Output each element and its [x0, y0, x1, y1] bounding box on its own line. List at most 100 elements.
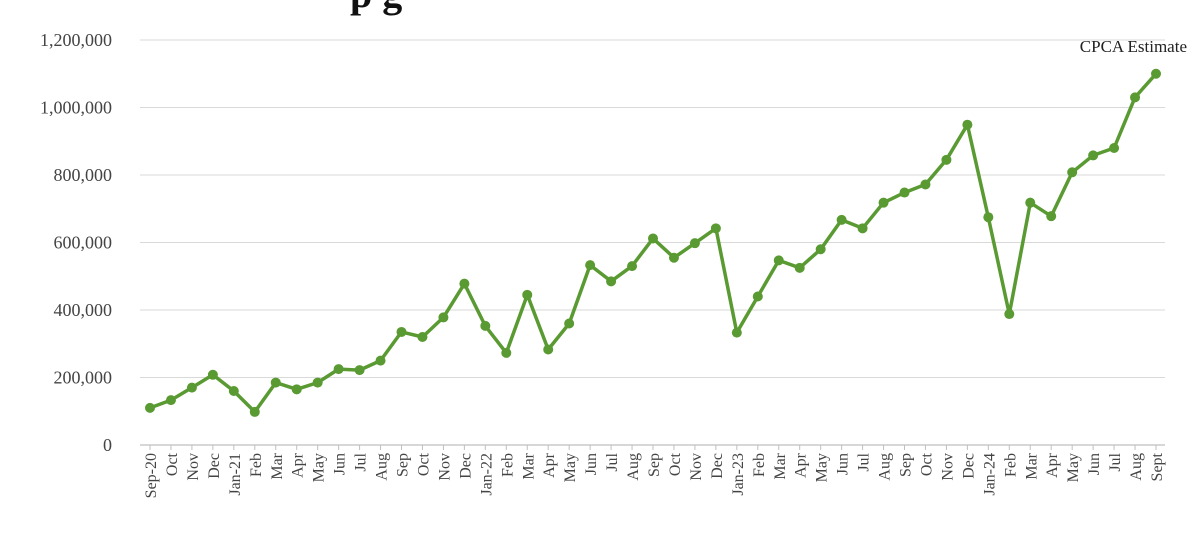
x-tick-label: Jul — [856, 452, 873, 471]
x-tick-label: Jul — [1107, 452, 1124, 471]
data-point — [417, 332, 428, 342]
data-point — [731, 327, 742, 338]
x-tick-label: Jul — [353, 452, 370, 471]
y-tick-label: 1,000,000 — [40, 98, 112, 118]
x-tick-label: Mar — [1023, 452, 1040, 479]
data-point — [689, 238, 700, 249]
x-tick-label: Jan-22 — [478, 453, 495, 496]
data-point — [878, 197, 889, 208]
data-point — [710, 223, 721, 234]
x-tick-label: Feb — [1002, 453, 1019, 477]
x-tick-label: Dec — [709, 453, 726, 479]
y-axis: 0 200,000 400,000 600,000 800,000 1,000,000 1,… — [40, 30, 112, 455]
y-tick-label: 400,000 — [54, 300, 113, 320]
data-point — [459, 278, 470, 289]
x-tick-label: Aug — [1128, 453, 1145, 481]
x-tick-label: Feb — [248, 453, 265, 477]
x-tick-label: Jun — [835, 453, 852, 475]
x-tick-label: Sept — [1149, 452, 1166, 481]
x-tick-label: Apr — [793, 452, 810, 478]
x-tick-label: Sep — [898, 453, 915, 477]
data-point — [543, 344, 554, 355]
data-point — [1025, 197, 1036, 208]
x-tick-label: Mar — [772, 452, 789, 479]
x-tick-label: Jan-23 — [730, 453, 747, 496]
x-tick-label: Aug — [625, 453, 642, 481]
data-point — [312, 377, 323, 388]
data-point — [375, 355, 386, 366]
data-point — [648, 233, 658, 244]
x-tick-label: Mar — [520, 452, 537, 479]
x-tick-label: Nov — [185, 453, 202, 481]
x-tick-label: Dec — [457, 453, 474, 479]
x-tick-label: Dec — [960, 453, 977, 479]
data-point — [668, 252, 679, 263]
data-point — [752, 291, 763, 302]
x-tick-label: Oct — [667, 452, 684, 476]
data-point — [207, 369, 218, 380]
x-tick-label: Feb — [751, 453, 768, 477]
x-tick-label: Jun — [332, 453, 349, 475]
x-tick-label: Feb — [499, 453, 516, 477]
x-tick-label: Oct — [918, 452, 935, 476]
data-point — [962, 119, 973, 130]
x-tick-label: Apr — [290, 452, 307, 478]
x-tick-label: Jun — [1086, 453, 1103, 475]
data-point — [606, 276, 617, 287]
data-point — [480, 320, 491, 331]
x-tick-label: Nov — [939, 453, 956, 481]
series-layer — [145, 68, 1161, 417]
x-tick-label: Oct — [164, 452, 181, 476]
data-point — [396, 326, 407, 337]
x-tick-label: Sep-20 — [143, 453, 160, 498]
data-point — [920, 179, 931, 190]
y-tick-label: 1,200,000 — [40, 30, 112, 50]
data-point — [522, 289, 533, 300]
data-point — [857, 223, 868, 234]
x-tick-label: Dec — [206, 453, 223, 479]
data-point — [1109, 143, 1120, 153]
data-point — [815, 244, 826, 255]
x-tick-label: Sep — [395, 453, 412, 477]
x-tick-label: May — [311, 453, 328, 482]
data-point — [1130, 92, 1141, 103]
data-point — [165, 395, 176, 406]
x-tick-label: Aug — [374, 453, 391, 481]
cpca-estimate-annotation: CPCA Estimate — [1080, 37, 1187, 56]
chart-title-fragment: p g — [350, 0, 402, 17]
x-tick-label: Apr — [1044, 452, 1061, 478]
data-point — [941, 154, 952, 165]
data-point — [899, 187, 910, 198]
data-point — [333, 364, 344, 375]
data-point — [291, 384, 302, 395]
data-point — [501, 347, 512, 358]
data-point — [270, 377, 281, 388]
data-point — [186, 382, 197, 393]
data-point — [1004, 309, 1015, 320]
data-point — [1067, 167, 1078, 178]
data-point — [249, 406, 260, 417]
data-point — [627, 261, 638, 272]
data-point — [794, 262, 805, 273]
x-tick-label: Jun — [583, 453, 600, 475]
y-tick-label: 200,000 — [54, 368, 113, 388]
data-point — [354, 365, 365, 376]
x-tick-label: Jul — [604, 452, 621, 471]
data-point — [564, 318, 575, 329]
data-point — [228, 386, 239, 396]
y-tick-label: 0 — [103, 435, 112, 455]
x-tick-label: May — [814, 453, 831, 482]
x-tick-label: Apr — [541, 452, 558, 478]
x-tick-label: Sep — [646, 453, 663, 477]
data-point — [438, 312, 449, 323]
y-tick-label: 600,000 — [54, 233, 113, 253]
x-tick-label: Mar — [269, 452, 286, 479]
data-point — [585, 260, 596, 271]
x-tick-label: Oct — [415, 452, 432, 476]
x-axis: Sep-20 Oct Nov Dec Jan-21 Feb Mar Apr May Jun Jul A… — [143, 445, 1166, 498]
x-tick-label: Aug — [877, 453, 894, 481]
x-tick-label: Jan-24 — [981, 453, 998, 496]
data-point — [1046, 211, 1057, 222]
data-point — [983, 212, 994, 223]
